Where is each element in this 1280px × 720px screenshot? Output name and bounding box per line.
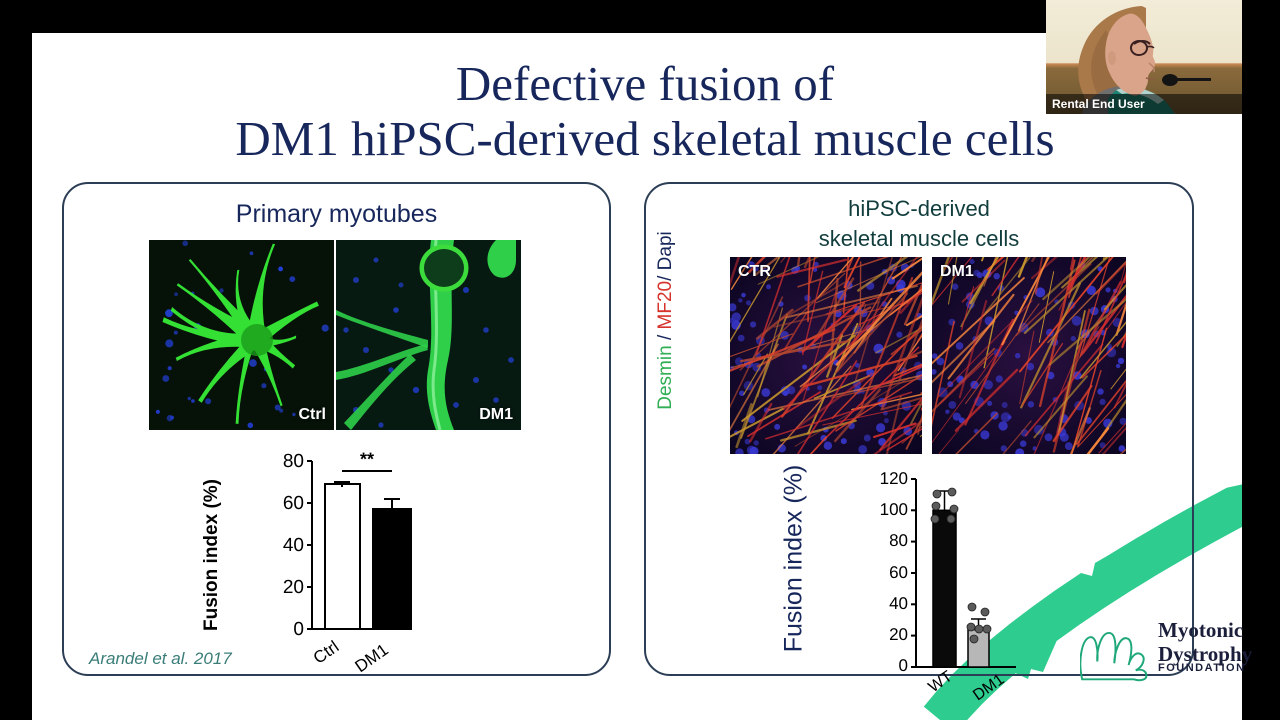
svg-text:20: 20	[283, 577, 304, 598]
svg-text:120: 120	[880, 469, 908, 488]
svg-text:100: 100	[880, 500, 908, 519]
svg-text:80: 80	[283, 451, 304, 472]
svg-text:60: 60	[283, 493, 304, 514]
svg-text:**: **	[360, 449, 374, 469]
svg-text:0: 0	[899, 656, 908, 675]
svg-text:40: 40	[889, 594, 908, 613]
svg-text:60: 60	[889, 563, 908, 582]
svg-text:80: 80	[889, 531, 908, 550]
svg-text:0: 0	[293, 619, 304, 640]
svg-text:40: 40	[283, 535, 304, 556]
svg-text:20: 20	[889, 625, 908, 644]
